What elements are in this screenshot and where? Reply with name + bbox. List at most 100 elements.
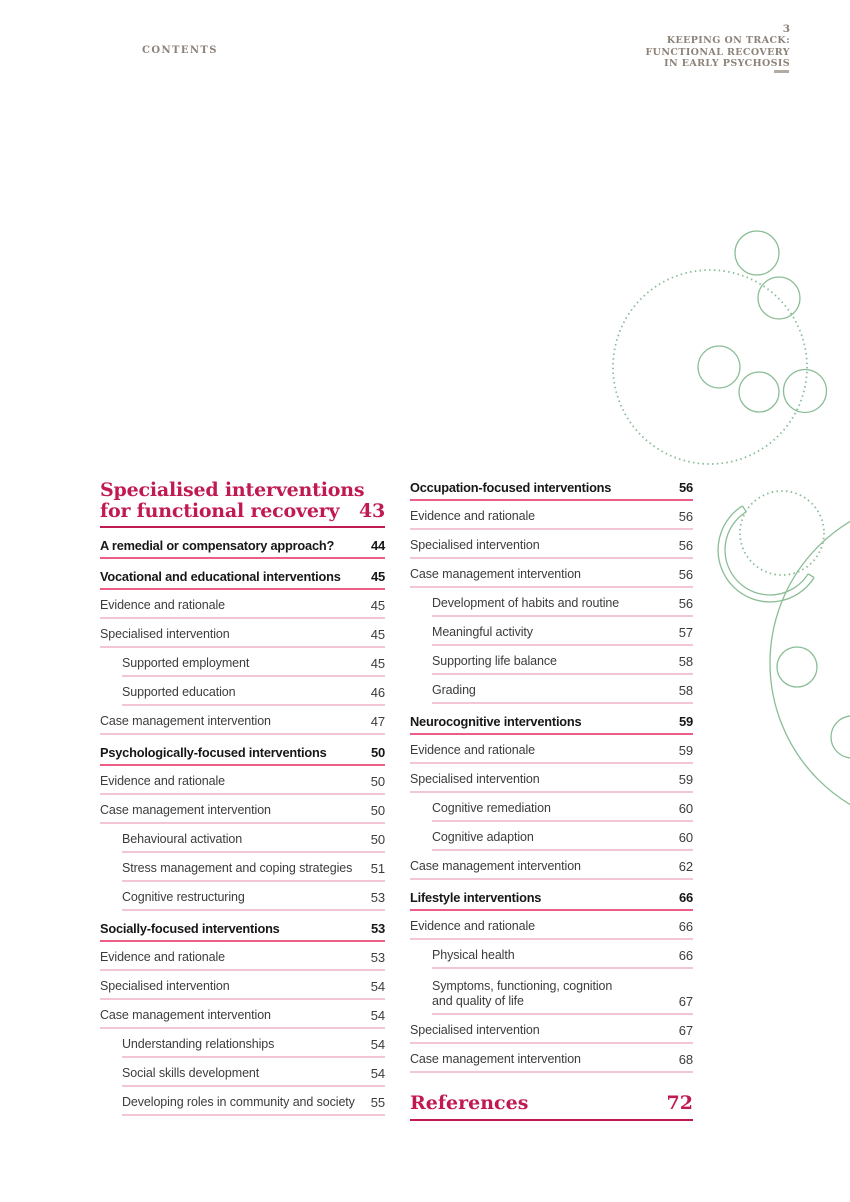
toc-entry-page: 54 <box>370 1037 385 1052</box>
toc-entry-label: A remedial or compensatory approach? <box>100 538 335 553</box>
toc-entry: Psychologically-focused interventions 50 <box>100 735 385 766</box>
toc-entry: Case management intervention 54 <box>100 1000 385 1029</box>
toc-entry-label: Stress management and coping strategies <box>122 861 353 875</box>
toc-entry: Cognitive adaption 60 <box>432 822 693 851</box>
toc-entry-label: Specialised intervention <box>100 627 230 641</box>
toc-entry-page: 50 <box>370 803 385 818</box>
circle-icon <box>830 715 850 759</box>
toc-entry-label: Case management intervention <box>410 859 581 873</box>
toc-entry-page: 46 <box>370 685 385 700</box>
toc-entry-page: 56 <box>678 538 693 553</box>
toc-entry-page: 57 <box>678 625 693 640</box>
toc-entry-label: Occupation-focused interventions <box>410 480 612 495</box>
toc-entry-page: 60 <box>678 830 693 845</box>
references-label: References <box>410 1092 529 1114</box>
toc-entry: Evidence and rationale 66 <box>410 911 693 940</box>
toc-entry-page: 59 <box>678 772 693 787</box>
toc-entry-page: 50 <box>370 832 385 847</box>
toc-entry-page: 66 <box>678 919 693 934</box>
toc-entry-label: Symptoms, functioning, cognition and qua… <box>432 979 613 1008</box>
toc-entry-page: 47 <box>370 714 385 729</box>
toc-entry-label: Evidence and rationale <box>410 509 535 523</box>
toc-entry-page: 67 <box>678 994 693 1009</box>
header-section-label: CONTENTS <box>142 45 218 56</box>
toc-entry-label: Vocational and educational interventions <box>100 569 341 584</box>
toc-entry: Meaningful activity 57 <box>432 617 693 646</box>
toc-entry-page: 50 <box>370 745 385 760</box>
toc-entry-page: 53 <box>370 950 385 965</box>
toc-entry: Supported employment 45 <box>122 648 385 677</box>
toc-entry-label: Socially-focused interventions <box>100 921 280 936</box>
toc-entry-page: 50 <box>370 774 385 789</box>
toc-entry-label: Evidence and rationale <box>410 743 535 757</box>
toc-entry: Neurocognitive interventions 59 <box>410 704 693 735</box>
toc-entry-label: Specialised intervention <box>410 1023 540 1037</box>
doc-title-line: KEEPING ON TRACK: <box>666 35 790 46</box>
toc-entry-label: Cognitive remediation <box>432 801 551 815</box>
toc-entry: Social skills development 54 <box>122 1058 385 1087</box>
toc-entry: Cognitive restructuring 53 <box>122 882 385 911</box>
page-number: 3 <box>782 23 790 35</box>
toc-right-column: Occupation-focused interventions 56 Eviden… <box>410 470 693 1121</box>
toc-entry: Case management intervention 50 <box>100 795 385 824</box>
toc-entry-page: 54 <box>370 1066 385 1081</box>
toc-entry-page: 55 <box>370 1095 385 1110</box>
toc-entry: Occupation-focused interventions 56 <box>410 470 693 501</box>
toc-entry: Supporting life balance 58 <box>432 646 693 675</box>
toc-entry: Case management intervention 68 <box>410 1044 693 1073</box>
toc-entry: Case management intervention 47 <box>100 706 385 735</box>
c-arc-caps-icon <box>741 505 815 579</box>
toc-entry: Grading 58 <box>432 675 693 704</box>
circle-icon <box>734 230 780 276</box>
header-rule <box>774 70 789 73</box>
doc-title-line: FUNCTIONAL RECOVERY <box>645 46 790 58</box>
toc-entry-page: 68 <box>678 1052 693 1067</box>
circle-icon <box>697 345 741 389</box>
toc-entry-label: Behavioural activation <box>122 832 243 846</box>
dotted-circle-icon <box>739 490 825 576</box>
toc-entry: Specialised intervention 54 <box>100 971 385 1000</box>
toc-entry: Case management intervention 56 <box>410 559 693 588</box>
chapter-page: 43 <box>358 500 385 522</box>
toc-entry-label: Lifestyle interventions <box>410 890 542 905</box>
toc-entry-page: 60 <box>678 801 693 816</box>
toc-entry-page: 53 <box>370 921 385 936</box>
toc-entry: Specialised intervention 56 <box>410 530 693 559</box>
references-page: 72 <box>666 1092 693 1114</box>
toc-entry: Specialised intervention 67 <box>410 1015 693 1044</box>
toc-entry-label: Specialised intervention <box>100 979 230 993</box>
toc-entry-label: Development of habits and routine <box>432 596 620 610</box>
toc-entry-page: 59 <box>678 743 693 758</box>
toc-entry: A remedial or compensatory approach? 44 <box>100 528 385 559</box>
toc-entry: Physical health 66 <box>432 940 693 969</box>
chapter-heading: Specialised interventions for functional… <box>100 480 385 528</box>
toc-entry-page: 59 <box>678 714 693 729</box>
toc-entry: Specialised intervention 59 <box>410 764 693 793</box>
toc-entry: Lifestyle interventions 66 <box>410 880 693 911</box>
toc-entry: Symptoms, functioning, cognition and qua… <box>432 969 693 1015</box>
toc-left-column: Specialised interventions for functional… <box>100 480 385 1116</box>
toc-entry: Evidence and rationale 45 <box>100 590 385 619</box>
toc-entry: Developing roles in community and societ… <box>122 1087 385 1116</box>
chapter-title-line1: Specialised interventions <box>100 479 365 501</box>
toc-entry: Development of habits and routine 56 <box>432 588 693 617</box>
dotted-circle-icon <box>612 269 808 465</box>
large-arc-circle-icon <box>769 520 850 806</box>
toc-entry: Cognitive remediation 60 <box>432 793 693 822</box>
toc-left-entries: A remedial or compensatory approach? 44 Vo… <box>100 528 385 1116</box>
toc-entry-label: Neurocognitive interventions <box>410 714 582 729</box>
toc-entry-page: 66 <box>678 948 693 963</box>
toc-entry-page: 58 <box>678 683 693 698</box>
toc-entry-page: 53 <box>370 890 385 905</box>
toc-entry-label: Evidence and rationale <box>410 919 535 933</box>
toc-entry: Evidence and rationale 59 <box>410 735 693 764</box>
toc-entry-page: 56 <box>678 596 693 611</box>
toc-entry-label: Developing roles in community and societ… <box>122 1095 355 1109</box>
toc-entry: Specialised intervention 45 <box>100 619 385 648</box>
toc-entry-label: Evidence and rationale <box>100 598 225 612</box>
toc-entry-page: 56 <box>678 480 693 495</box>
toc-entry-label: Evidence and rationale <box>100 950 225 964</box>
toc-entry-label: Supported education <box>122 685 236 699</box>
toc-entry-label: Social skills development <box>122 1066 260 1080</box>
